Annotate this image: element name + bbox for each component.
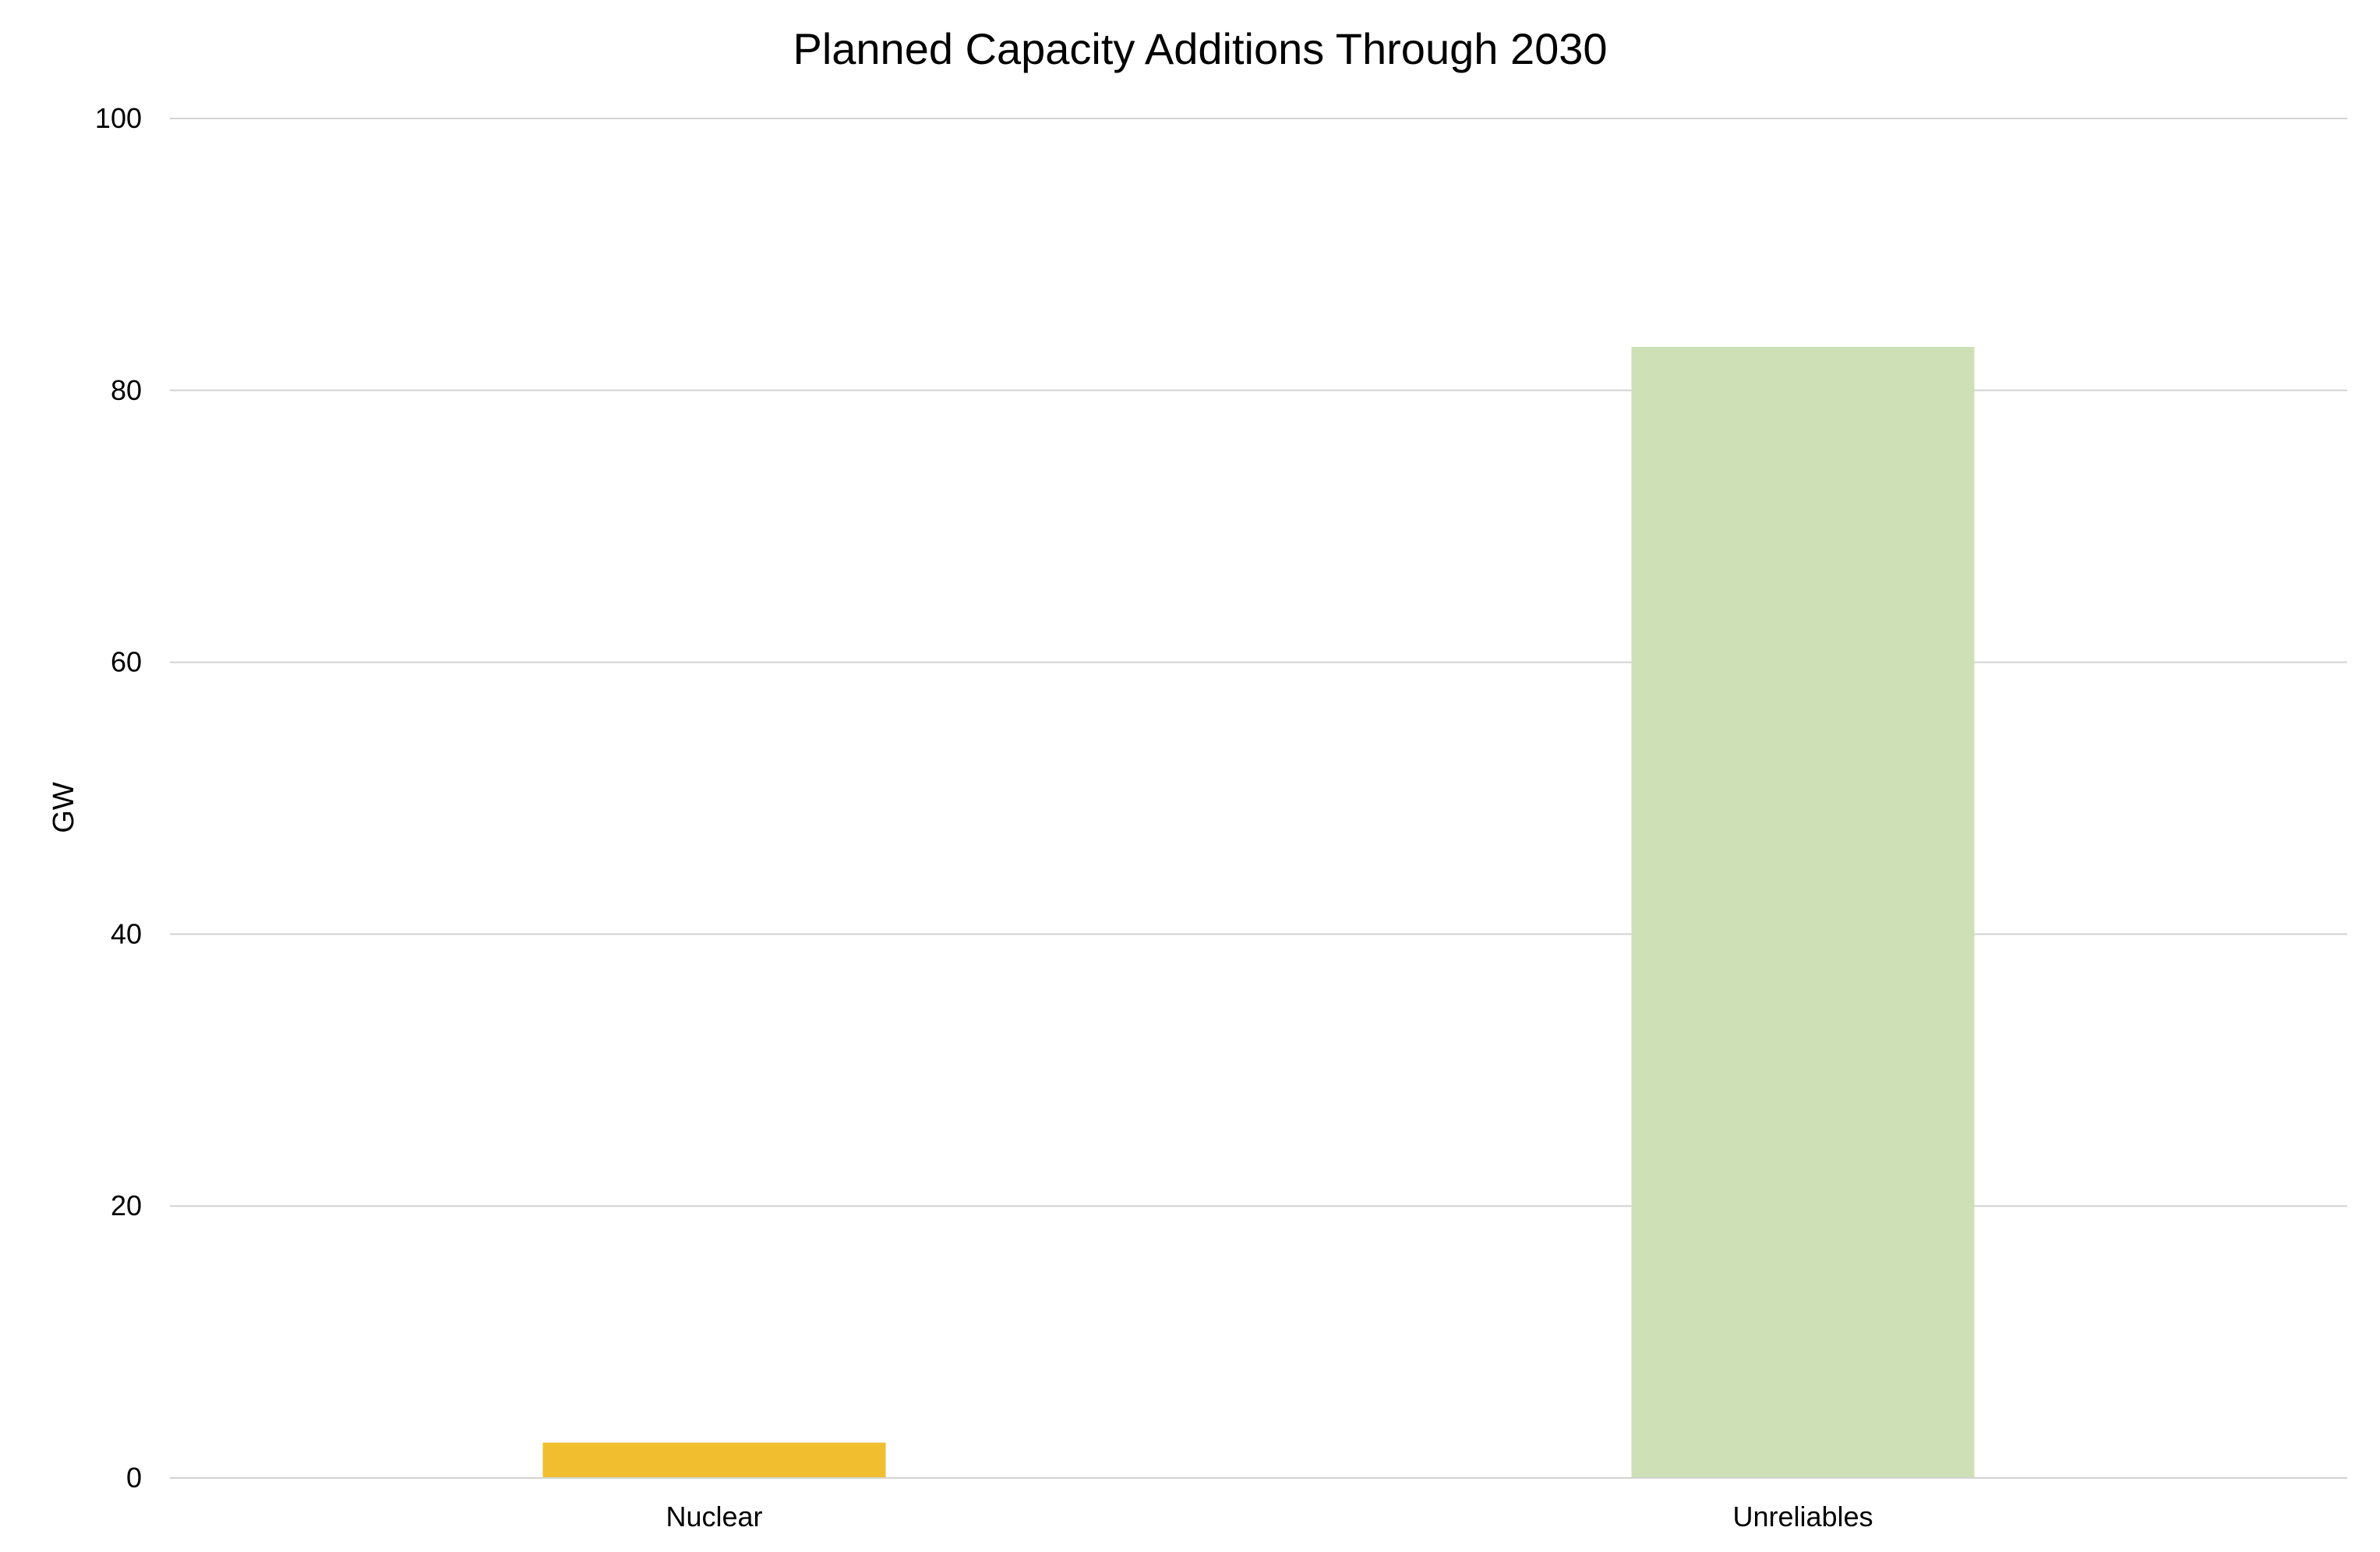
y-tick-label: 40 xyxy=(111,917,142,949)
y-tick-label: 60 xyxy=(111,646,142,678)
bar-unreliables xyxy=(1631,346,1975,1479)
y-axis-label: GW xyxy=(48,782,80,833)
bars xyxy=(542,346,1975,1479)
chart-title: Planned Capacity Additions Through 2030 xyxy=(793,24,1607,73)
y-tick-label: 0 xyxy=(126,1462,142,1494)
gridlines xyxy=(170,118,2347,1207)
x-tick-label: Nuclear xyxy=(666,1501,762,1533)
y-tick-label: 80 xyxy=(111,374,142,406)
bar-nuclear xyxy=(542,1442,886,1478)
y-tick-label: 100 xyxy=(95,102,142,134)
x-tick-label: Unreliables xyxy=(1732,1501,1873,1533)
y-tick-label: 20 xyxy=(111,1190,142,1221)
y-axis-ticks: 0 20 40 60 80 100 xyxy=(95,102,142,1494)
x-axis-ticks: Nuclear Unreliables xyxy=(666,1501,1873,1533)
